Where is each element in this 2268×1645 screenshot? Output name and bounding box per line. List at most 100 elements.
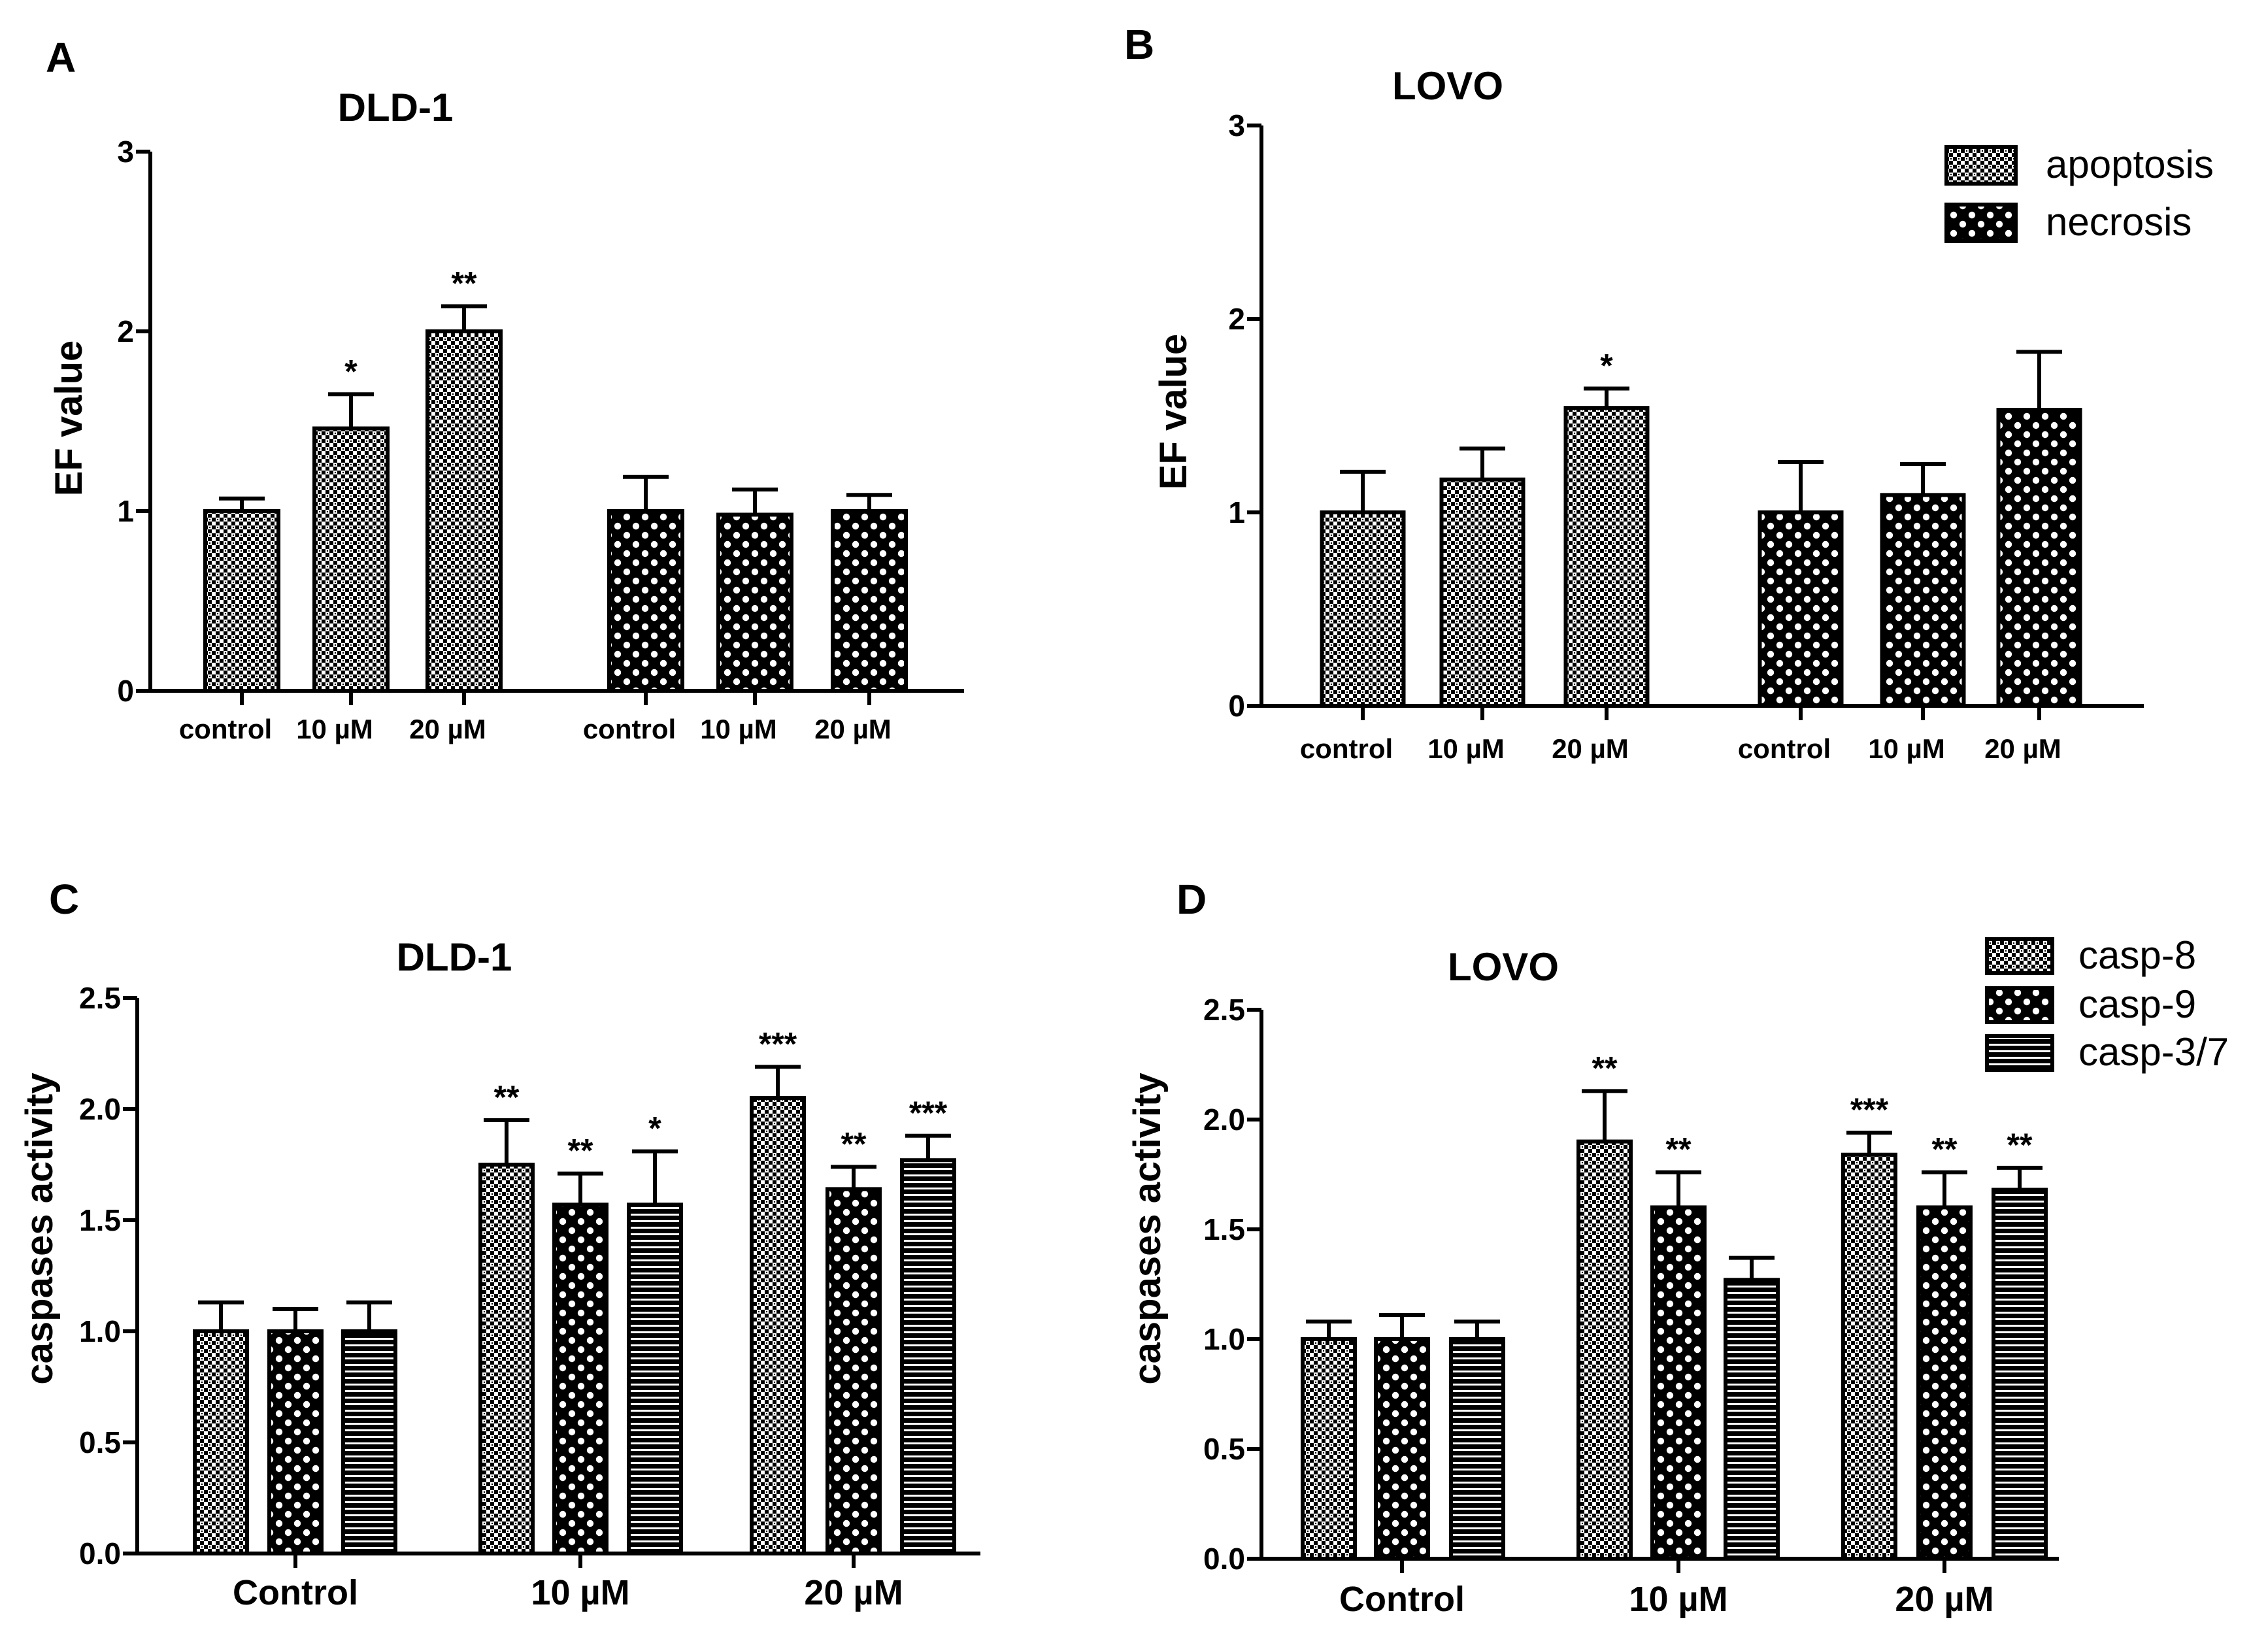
legend-label-casp-9: casp-9 <box>2078 982 2196 1026</box>
panel-b-x-tick-label: 20 µM <box>1984 733 2061 764</box>
panel-d-y-tick-label: 0.5 <box>1203 1432 1245 1466</box>
bar-casp-3-7 <box>1449 1337 1505 1561</box>
significance-marker-apoptosis: * <box>1600 348 1613 384</box>
panel-b-x-tick-label: control <box>1738 733 1831 764</box>
panel-c-x-tick-label: Control <box>233 1573 358 1612</box>
legend-label-necrosis: necrosis <box>2046 200 2192 244</box>
bar-casp-9 <box>1916 1205 1973 1561</box>
panel-c-y-tick-label: 1.5 <box>79 1203 121 1237</box>
bar-apoptosis <box>425 329 503 693</box>
panel-c-y-tick-label: 1.0 <box>79 1314 121 1348</box>
bar-casp-3-7 <box>1992 1188 2048 1561</box>
panel-b-x-tick-label: 10 µM <box>1868 733 1945 764</box>
panel-d-y-tick-label: 1.0 <box>1203 1322 1245 1356</box>
legend-swatch-casp-8 <box>1985 937 2054 975</box>
bar-necrosis <box>607 509 684 693</box>
bar-casp-3-7 <box>341 1329 397 1555</box>
bar-casp-8 <box>750 1096 806 1555</box>
significance-marker-casp-3-7: *** <box>909 1095 948 1131</box>
legend-swatch-casp-3-7 <box>1985 1034 2054 1072</box>
legend-swatch-casp-9 <box>1985 986 2054 1024</box>
panel-a-title: DLD-1 <box>338 86 454 129</box>
bar-necrosis <box>1758 510 1844 708</box>
panel-b-legend: apoptosis necrosis <box>1944 142 2214 244</box>
panel-a-x-tick-label: 10 µM <box>296 714 373 744</box>
panel-d-legend: casp-8 casp-9 casp-3/7 <box>1985 933 2229 1074</box>
panel-a-y-tick-label: 1 <box>117 494 134 528</box>
bar-apoptosis <box>203 509 280 693</box>
panel-c-title: DLD-1 <box>397 935 512 979</box>
legend-label-apoptosis: apoptosis <box>2046 142 2214 186</box>
panel-d-y-tick-label: 2.0 <box>1203 1103 1245 1137</box>
panel-b-y-tick-label: 3 <box>1228 108 1245 142</box>
panel-a-x-tick-label: 20 µM <box>409 714 486 744</box>
panel-c-x-tick-label: 10 µM <box>531 1573 629 1612</box>
panel-c-dld1-caspases: C DLD-1 caspases activity 0.0 0.5 1.0 1.5 2.… <box>18 876 980 1612</box>
panel-a-y-tick-label: 2 <box>117 314 134 348</box>
panel-d-y-axis-label: caspases activity <box>1126 1072 1169 1384</box>
bar-casp-3-7 <box>900 1158 956 1555</box>
bar-casp-9 <box>825 1187 882 1555</box>
panel-b-x-tick-label: control <box>1300 733 1393 764</box>
panel-a-x-tick-label: control <box>583 714 676 744</box>
significance-marker-casp-9: ** <box>568 1133 593 1169</box>
bar-casp-8 <box>478 1163 535 1555</box>
significance-marker-casp-9: ** <box>1932 1131 1958 1168</box>
panel-d-title: LOVO <box>1448 945 1559 989</box>
panel-letter-c: C <box>49 876 79 923</box>
panel-c-y-tick-label: 2.5 <box>79 981 121 1015</box>
significance-marker-casp-8: *** <box>759 1025 797 1062</box>
panel-a-y-axis-label: EF value <box>48 341 90 497</box>
significance-marker-casp-8: ** <box>1592 1050 1618 1086</box>
bar-apoptosis <box>1563 406 1650 708</box>
panel-a-x-tick-label: control <box>179 714 272 744</box>
panel-d-x-tick-label: Control <box>1339 1580 1465 1619</box>
significance-marker-casp-3-7: ** <box>2007 1127 2033 1163</box>
panel-d-lovo-caspases: D LOVO caspases activity casp-8 casp-9 c… <box>1126 876 2229 1619</box>
panel-b-x-tick-label: 10 µM <box>1427 733 1505 764</box>
panel-b-lovo-ef: B LOVO EF value apoptosis necrosis 0 1 2 3 *… <box>1124 21 2214 764</box>
panel-letter-a: A <box>46 34 76 81</box>
panel-c-y-axis-label: caspases activity <box>18 1072 61 1384</box>
bar-necrosis <box>831 509 908 693</box>
bar-casp-3-7 <box>627 1203 683 1555</box>
bar-casp-9 <box>267 1329 324 1555</box>
significance-marker-casp-9: ** <box>1666 1131 1692 1168</box>
bar-casp-9 <box>1374 1337 1430 1561</box>
bar-casp-8 <box>1301 1337 1357 1561</box>
panel-d-y-tick-label: 2.5 <box>1203 993 1245 1027</box>
significance-marker-casp-3-7: * <box>648 1110 661 1147</box>
bar-apoptosis <box>1439 477 1526 708</box>
bar-casp-3-7 <box>1724 1278 1780 1561</box>
significance-marker-apoptosis: ** <box>452 265 477 302</box>
significance-marker-casp-9: ** <box>841 1125 867 1162</box>
bar-casp-8 <box>1576 1139 1633 1561</box>
bar-casp-8 <box>1841 1152 1897 1561</box>
panel-a-x-tick-label: 10 µM <box>700 714 777 744</box>
panel-b-x-tick-label: 20 µM <box>1552 733 1629 764</box>
legend-label-casp-8: casp-8 <box>2078 933 2196 977</box>
panel-c-y-tick-label: 0.5 <box>79 1425 121 1459</box>
panel-letter-d: D <box>1176 876 1207 923</box>
bar-casp-9 <box>1650 1205 1707 1561</box>
bar-apoptosis <box>312 426 390 693</box>
panel-b-y-axis-label: EF value <box>1152 334 1195 490</box>
panel-d-y-tick-label: 0.0 <box>1203 1542 1245 1576</box>
bar-casp-9 <box>552 1203 609 1555</box>
panel-b-title: LOVO <box>1392 64 1503 108</box>
panel-a-y-tick-label: 3 <box>117 135 134 169</box>
significance-marker-casp-8: *** <box>1850 1091 1889 1128</box>
bar-necrosis <box>1996 408 2082 708</box>
bar-necrosis <box>716 512 793 693</box>
panel-letter-b: B <box>1124 21 1154 68</box>
bar-necrosis <box>1880 493 1966 708</box>
panel-c-y-tick-label: 2.0 <box>79 1092 121 1126</box>
legend-swatch-apoptosis <box>1944 145 2018 186</box>
bar-casp-8 <box>193 1329 249 1555</box>
panel-d-y-tick-label: 1.5 <box>1203 1212 1245 1246</box>
panel-d-x-tick-label: 20 µM <box>1895 1580 1993 1619</box>
panel-a-y-tick-label: 0 <box>117 674 134 708</box>
significance-marker-casp-8: ** <box>494 1079 520 1116</box>
